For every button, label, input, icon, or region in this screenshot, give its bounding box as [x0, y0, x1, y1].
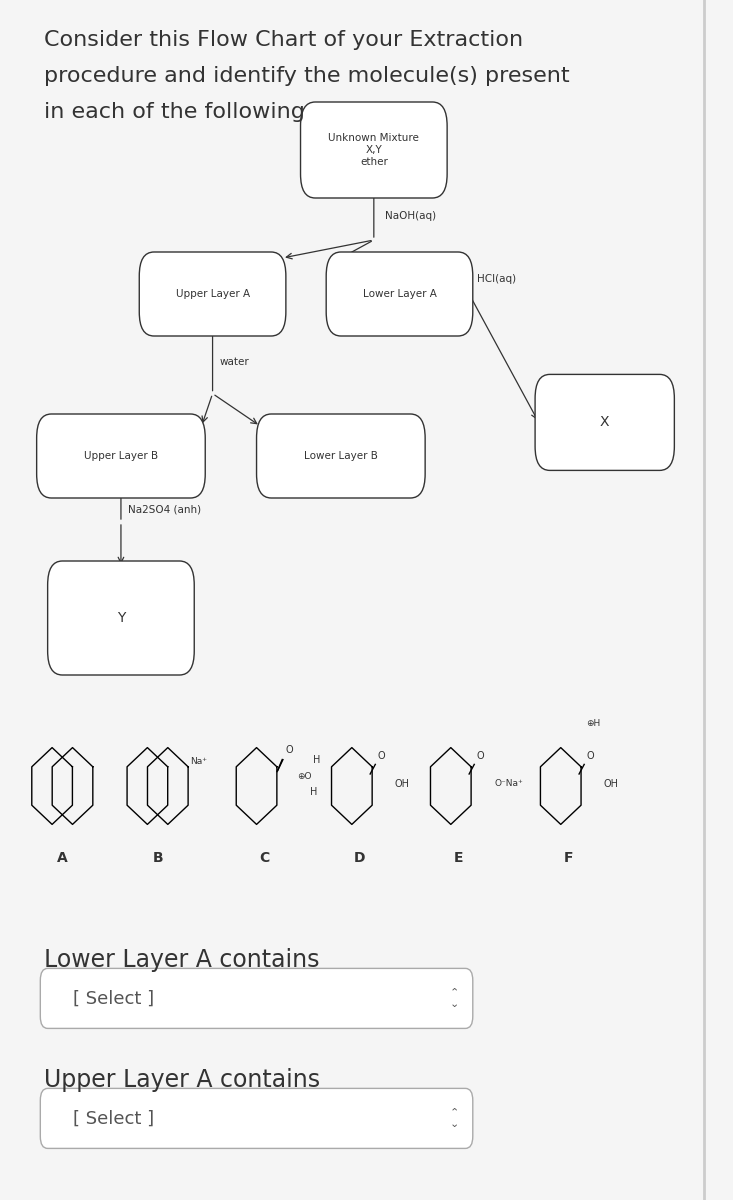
Text: A: A: [57, 851, 67, 865]
Text: O: O: [586, 751, 594, 761]
Text: [ Select ]: [ Select ]: [73, 989, 155, 1007]
Text: Na⁺: Na⁺: [191, 757, 207, 767]
Text: ⌃
⌄: ⌃ ⌄: [450, 1108, 459, 1129]
Text: O: O: [286, 745, 293, 755]
FancyBboxPatch shape: [326, 252, 473, 336]
Text: ⌃
⌄: ⌃ ⌄: [450, 988, 459, 1009]
Text: water: water: [220, 356, 250, 367]
Text: D: D: [353, 851, 365, 865]
FancyBboxPatch shape: [40, 968, 473, 1028]
Text: procedure and identify the molecule(s) present: procedure and identify the molecule(s) p…: [44, 66, 570, 86]
Text: OH: OH: [603, 779, 618, 788]
Text: Unknown Mixture
X,Y
ether: Unknown Mixture X,Y ether: [328, 133, 419, 167]
FancyBboxPatch shape: [301, 102, 447, 198]
Text: O: O: [476, 751, 484, 761]
FancyBboxPatch shape: [257, 414, 425, 498]
Text: Upper Layer A contains: Upper Layer A contains: [44, 1068, 320, 1092]
Text: NaOH(aq): NaOH(aq): [385, 211, 436, 221]
Text: O: O: [377, 751, 385, 761]
Text: ⊕O: ⊕O: [297, 772, 312, 781]
Text: F: F: [564, 851, 572, 865]
Text: OH: OH: [394, 779, 409, 788]
Text: Na2SO4 (anh): Na2SO4 (anh): [128, 505, 202, 515]
Text: C: C: [259, 851, 269, 865]
Text: Lower Layer A: Lower Layer A: [363, 289, 436, 299]
Text: H: H: [310, 787, 317, 797]
Text: E: E: [454, 851, 463, 865]
Text: Upper Layer A: Upper Layer A: [175, 289, 250, 299]
Text: ⊕H: ⊕H: [586, 719, 601, 728]
Text: Lower Layer A contains: Lower Layer A contains: [44, 948, 320, 972]
Text: [ Select ]: [ Select ]: [73, 1109, 155, 1128]
FancyBboxPatch shape: [40, 1088, 473, 1148]
FancyBboxPatch shape: [139, 252, 286, 336]
Text: in each of the following: in each of the following: [44, 102, 305, 122]
Text: B: B: [152, 851, 163, 865]
FancyBboxPatch shape: [535, 374, 674, 470]
Text: Upper Layer B: Upper Layer B: [84, 451, 158, 461]
Text: Consider this Flow Chart of your Extraction: Consider this Flow Chart of your Extract…: [44, 30, 523, 50]
Text: Y: Y: [117, 611, 125, 625]
Text: O⁻Na⁺: O⁻Na⁺: [495, 779, 523, 788]
FancyBboxPatch shape: [37, 414, 205, 498]
Text: Lower Layer B: Lower Layer B: [304, 451, 377, 461]
Text: H: H: [313, 755, 320, 764]
FancyBboxPatch shape: [48, 560, 194, 674]
Text: HCl(aq): HCl(aq): [477, 275, 516, 284]
Text: X: X: [600, 415, 609, 430]
